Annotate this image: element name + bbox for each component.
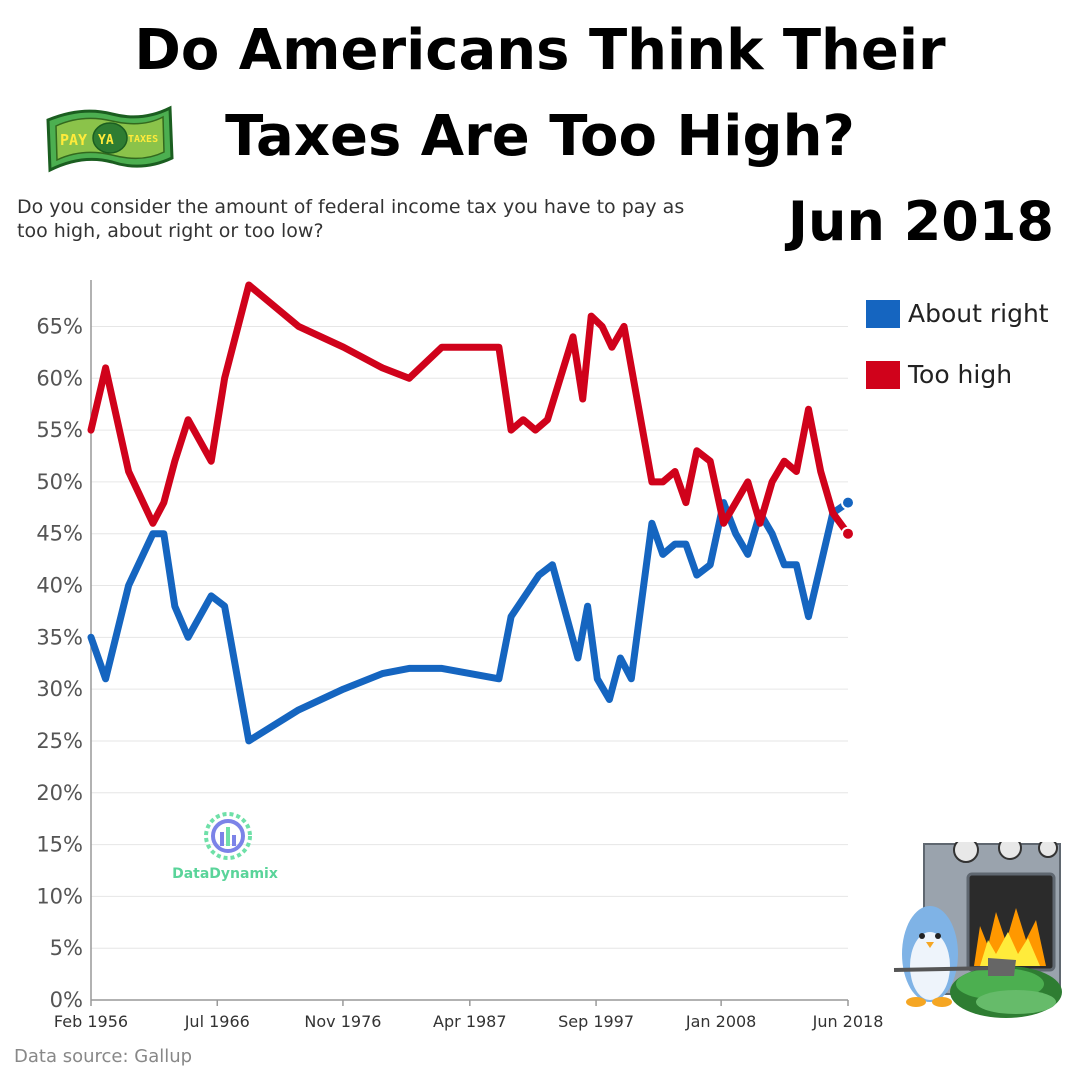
pay-ya-taxes-logo: PAY YA TAXES [46, 105, 174, 173]
y-axis-ticks: 0% 5% 10% 15% 20% 25% 30% 35% 40% 45% 50% 55% 60% 65% [36, 314, 83, 1012]
chart-subtitle: Do you consider the amount of federal in… [17, 196, 685, 242]
x-tick-label: Apr 1987 [433, 1012, 506, 1031]
logo-text-taxes: TAXES [128, 134, 158, 145]
y-tick-label: 5% [50, 936, 83, 960]
title-line-1: Do Americans Think Their [134, 18, 946, 83]
series-line-too-high [87, 281, 852, 538]
x-tick-label: Jun 2018 [812, 1012, 884, 1031]
watermark-text: DataDynamix [172, 866, 278, 882]
y-tick-label: 55% [36, 418, 83, 442]
y-tick-label: 35% [36, 625, 83, 649]
x-axis-ticks: Feb 1956 Jul 1966 Nov 1976 Apr 1987 Sep 1997… [54, 1000, 883, 1031]
data-source: Data source: Gallup [14, 1046, 193, 1067]
penguin-furnace-illustration [893, 842, 1062, 1018]
legend-swatch [866, 300, 900, 328]
datadynamix-logo-icon [204, 812, 252, 860]
y-tick-label: 45% [36, 522, 83, 546]
y-tick-label: 20% [36, 781, 83, 805]
x-tick-label: Nov 1976 [304, 1012, 381, 1031]
series-line-about-right [87, 499, 852, 745]
legend-label: Too high [907, 360, 1012, 389]
y-tick-label: 15% [36, 833, 83, 857]
legend-swatch [866, 361, 900, 389]
series-end-point-too-high [841, 526, 855, 541]
y-tick-label: 25% [36, 729, 83, 753]
y-tick-label: 65% [36, 314, 83, 338]
date-label: Jun 2018 [787, 190, 1054, 253]
x-tick-label: Jan 2008 [685, 1012, 756, 1031]
x-tick-label: Feb 1956 [54, 1012, 128, 1031]
y-tick-label: 0% [50, 988, 83, 1012]
y-tick-label: 30% [36, 677, 83, 701]
datadynamix-watermark: DataDynamix [160, 810, 290, 890]
x-tick-label: Jul 1966 [184, 1012, 250, 1031]
series-lines [87, 281, 855, 745]
y-tick-label: 60% [36, 366, 83, 390]
axes [90, 280, 848, 1001]
y-tick-label: 10% [36, 884, 83, 908]
y-tick-label: 50% [36, 470, 83, 494]
legend-label: About right [908, 299, 1049, 328]
legend: About right Too high [866, 299, 1049, 389]
y-tick-label: 40% [36, 574, 83, 598]
logo-text-pay: PAY [60, 131, 87, 149]
series-end-point-about-right [841, 495, 855, 510]
title-line-2: Taxes Are Too High? [225, 104, 855, 169]
logo-text-ya: YA [98, 133, 114, 148]
x-tick-label: Sep 1997 [558, 1012, 634, 1031]
